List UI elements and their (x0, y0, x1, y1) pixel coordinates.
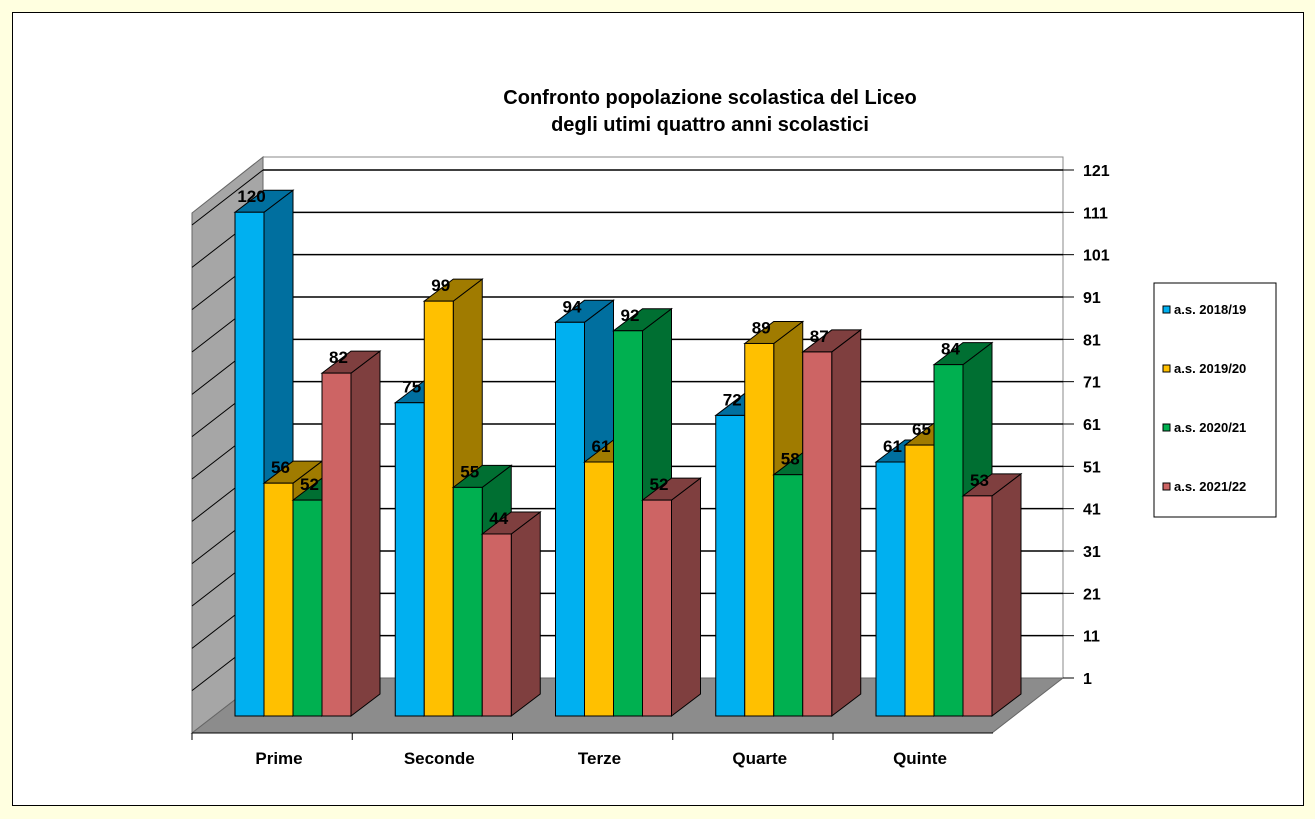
data-label: 56 (271, 458, 290, 477)
data-label: 55 (460, 462, 479, 481)
bar-front (481, 533, 512, 717)
bar-front (773, 474, 804, 717)
bar-front (292, 499, 323, 717)
data-label: 84 (941, 340, 960, 359)
bar-front (234, 211, 265, 717)
bar-side (991, 472, 1022, 718)
data-label: 61 (592, 437, 611, 456)
x-category-label: Seconde (404, 749, 475, 768)
bar-front (613, 330, 643, 717)
bar-front (875, 461, 906, 717)
bar-front (802, 351, 833, 717)
data-label: 53 (970, 471, 989, 490)
bar-front (321, 372, 352, 717)
data-label: 75 (402, 378, 421, 397)
bar-side (350, 350, 381, 718)
bar: 53 (961, 471, 1023, 718)
data-label: 94 (563, 297, 582, 316)
data-label: 120 (237, 187, 265, 206)
y-tick-label: 51 (1083, 459, 1101, 476)
data-label: 89 (752, 318, 771, 337)
x-category-label: Terze (578, 749, 621, 768)
bar-front (933, 364, 964, 717)
data-label: 92 (621, 306, 640, 325)
bar-front (555, 321, 585, 717)
y-tick-label: 41 (1083, 502, 1101, 519)
data-label: 72 (723, 390, 742, 409)
data-label: 82 (329, 348, 348, 367)
y-tick-label: 111 (1083, 205, 1108, 222)
y-tick-label: 31 (1083, 544, 1101, 561)
y-tick-label: 121 (1083, 163, 1110, 180)
legend-swatch (1162, 482, 1171, 491)
y-tick-label: 61 (1083, 417, 1101, 434)
legend-box (1153, 282, 1277, 518)
data-label: 44 (489, 509, 508, 528)
y-tick-label: 1 (1083, 671, 1092, 688)
bar-front (904, 444, 935, 717)
x-category-label: Prime (255, 749, 302, 768)
side-gridline (191, 169, 264, 226)
legend-label: a.s. 2019/20 (1174, 361, 1246, 376)
legend-swatch (1162, 305, 1171, 314)
bar-front (423, 300, 454, 717)
bar-front (263, 482, 294, 717)
bar-side (831, 328, 862, 718)
x-category-label: Quinte (893, 749, 947, 768)
data-label: 61 (883, 437, 902, 456)
bar-front (642, 499, 672, 717)
bar-front (744, 342, 775, 717)
y-tick-label: 91 (1083, 290, 1101, 307)
bar-front (452, 486, 483, 717)
x-category-label: Quarte (732, 749, 787, 768)
data-label: 52 (300, 475, 319, 494)
bar-front (962, 495, 993, 717)
legend-label: a.s. 2020/21 (1174, 420, 1246, 435)
y-tick-label: 81 (1083, 332, 1101, 349)
y-tick-label: 101 (1083, 248, 1110, 265)
chart-title-line-1: Confronto popolazione scolastica del Lic… (503, 87, 916, 109)
legend: a.s. 2018/19 a.s. 2019/20 a.s. 2020/21 a.s.… (1153, 282, 1277, 518)
bar-front (394, 402, 425, 717)
bar: 87 (801, 327, 863, 718)
bar: 82 (320, 348, 382, 718)
legend-swatch (1162, 423, 1171, 432)
y-tick-label: 21 (1083, 586, 1101, 603)
y-tick-label: 71 (1083, 375, 1101, 392)
bar-side (510, 510, 541, 718)
data-label: 87 (810, 327, 829, 346)
data-label: 65 (912, 420, 931, 439)
y-tick-label: 11 (1083, 629, 1100, 646)
legend-label: a.s. 2018/19 (1174, 302, 1246, 317)
bar-front (584, 461, 614, 717)
data-label: 99 (431, 276, 450, 295)
legend-swatch (1162, 364, 1171, 373)
legend-label: a.s. 2021/22 (1174, 479, 1246, 494)
data-label: 58 (781, 450, 800, 469)
chart-title-line-2: degli utimi quattro anni scolastici (551, 114, 869, 136)
bar-side (671, 477, 701, 718)
bar: 52 (641, 475, 702, 718)
data-label: 52 (650, 475, 669, 494)
bar-front (715, 414, 746, 717)
bar: 44 (480, 509, 542, 718)
